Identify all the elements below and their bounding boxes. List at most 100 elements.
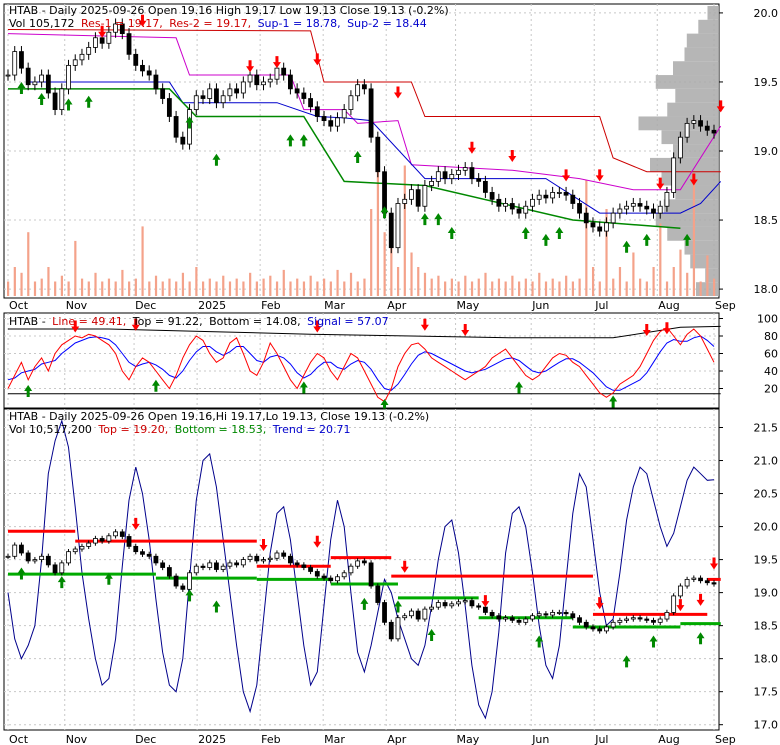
candle-body [106,535,112,542]
trend-line [7,419,715,720]
volume-bar [289,281,292,296]
buy-arrow-marker [360,597,369,610]
candle-body [711,129,717,134]
candle-body [274,67,280,80]
candle-body [341,572,347,578]
sell-arrow-marker [676,599,685,612]
candle-body [39,74,45,83]
candle-body [294,88,300,94]
volume-bar [94,272,97,296]
sell-arrow-marker [272,56,281,69]
candle-body [301,564,307,568]
volume-bar [67,281,70,296]
volume-bar [423,272,427,296]
volume-bar [558,281,561,296]
volume-bar [632,252,635,296]
moving-average-line [7,33,722,191]
buy-arrow-marker [683,233,692,246]
candle-body [79,53,85,61]
x-tick-label: 2025 [198,299,226,312]
candle-body [227,88,233,97]
candle-body [140,64,145,72]
candle-body [516,208,522,214]
candle-body [590,626,596,630]
sell-arrow-marker [259,539,268,552]
candle-body [66,64,71,90]
candle-body [469,167,475,180]
sell-arrow-marker [689,173,698,186]
candle-body [153,74,159,90]
candle-body [126,536,132,547]
volume-bar [437,275,440,296]
volume-bar [444,281,447,296]
candle-body [59,562,65,574]
candle-body [133,53,139,66]
candle-body [536,613,542,617]
volume-bar [80,278,84,296]
candle-body [422,185,428,207]
candle-body [32,559,38,562]
volume-bar [464,275,467,296]
x-tick-label: Apr [387,299,407,312]
x-tick-label: Jun [531,299,549,312]
volume-profile-bar [661,130,719,145]
candle-body [247,555,253,560]
y-tick-label: 21.0 [754,455,779,468]
candle-body [294,562,300,566]
volume-bar [343,281,346,296]
header-segment: Bottom = 14.08, [206,315,301,328]
buy-arrow-marker [299,134,308,147]
y-tick-label: 17.5 [754,686,779,699]
x-tick-label: May [457,733,480,745]
candle-body [240,81,246,94]
buy-arrow-marker [609,395,618,408]
volume-bar [349,272,353,296]
candle-body [704,125,710,131]
y-tick-label: 100 [757,313,778,326]
volume-bar [54,281,57,296]
candle-body [240,559,246,566]
x-tick-label: Feb [261,299,280,312]
candle-body [617,208,623,214]
buy-arrow-marker [622,655,631,668]
candle-body [482,180,488,193]
volume-bar [585,180,588,296]
header-segment: HTAB - Daily 2025-09-26 Open 19.16,Hi 19… [9,410,429,423]
buy-arrow-marker [427,628,436,641]
volume-bar [699,281,702,296]
candle-body [402,198,408,204]
volume-bar [618,267,622,296]
x-tick-label: Dec [135,733,156,745]
volume-bar [60,275,63,296]
candle-body [220,565,226,570]
volume-bar [242,281,245,296]
candle-body [530,198,535,207]
candle-body [543,613,549,616]
volume-bar [302,281,306,296]
candle-body [93,37,98,48]
candle-body [254,555,260,562]
buy-arrow-marker [24,385,33,397]
candle-body [32,81,38,86]
candle-body [395,203,401,249]
price-bars [5,18,717,254]
volume-profile-bar [684,240,719,255]
candle-body [160,88,166,99]
candle-body [72,59,78,66]
y-tick-label: 40 [764,365,778,378]
volume-bar [672,267,675,296]
volume-bar [13,267,16,296]
buy-arrow-marker [642,233,651,246]
volume-bar [645,281,648,296]
candle-body [496,198,502,207]
volume-profile-bar [663,199,719,214]
volume-bar [309,275,312,296]
sell-arrow-marker [716,100,725,113]
volume-bar [538,272,541,296]
sell-arrow-marker [313,53,322,66]
volume-bar [410,252,413,296]
candle-body [113,531,118,537]
candle-body [523,205,529,214]
buy-arrow-marker [353,151,362,163]
candle-body [52,92,58,110]
